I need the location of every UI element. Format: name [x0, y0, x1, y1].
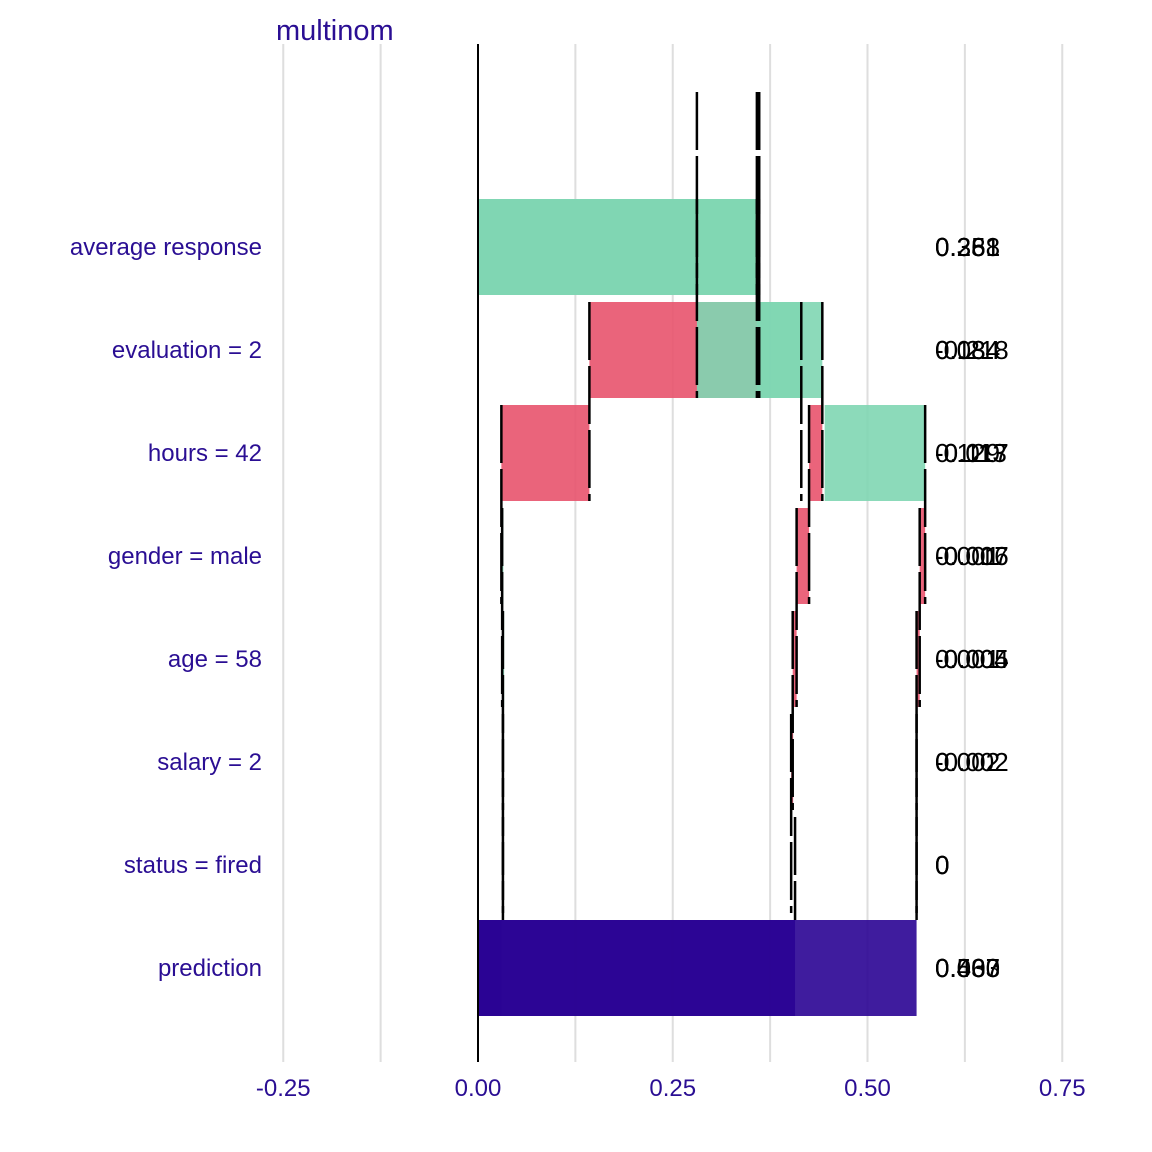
- category-label: gender = male: [108, 543, 262, 570]
- x-tick-label: -0.25: [256, 1075, 311, 1102]
- connector-lines: [500, 92, 927, 920]
- value-labels: 0.361-0.218-0.1130.0010.001000.0300.3580…: [935, 232, 1009, 983]
- value-label: 0.129: [935, 438, 1000, 468]
- value-label: 0.001: [935, 644, 1000, 674]
- value-label: -0.017: [935, 438, 1009, 468]
- value-label: 0.361: [935, 232, 1000, 262]
- value-label: 0.002: [935, 747, 1000, 777]
- bar-3-3: [919, 508, 926, 604]
- bar-3-1: [696, 302, 802, 398]
- value-label: -0.016: [935, 541, 1009, 571]
- bar-2-3: [796, 508, 810, 604]
- value-label: -0.113: [935, 438, 1007, 468]
- value-label: 0: [935, 850, 949, 880]
- category-label: salary = 2: [157, 749, 262, 776]
- value-label: -0.005: [935, 644, 1009, 674]
- bar-3-0: [478, 199, 697, 295]
- bar-1-2: [501, 405, 590, 501]
- bar-3-4: [916, 611, 920, 707]
- value-label: 0.407: [935, 953, 1000, 983]
- bar-3-7: [478, 920, 917, 1016]
- x-tick-label: 0.00: [455, 1075, 502, 1102]
- value-label: -0.007: [935, 541, 1009, 571]
- value-label: -0.218: [935, 335, 1009, 365]
- bar-2-4: [792, 611, 797, 707]
- value-label: 0: [935, 850, 949, 880]
- y-axis-labels: average response evaluation = 2 hours = 42…: [70, 234, 262, 982]
- category-label: status = fired: [124, 852, 262, 879]
- x-axis-ticks: -0.25 0.00 0.25 0.50 0.75: [256, 1075, 1086, 1102]
- category-label: average response: [70, 234, 262, 261]
- category-label: evaluation = 2: [112, 337, 262, 364]
- bar-3-2: [824, 405, 926, 501]
- value-label: 0.001: [935, 541, 1000, 571]
- x-tick-label: 0.25: [649, 1075, 696, 1102]
- x-tick-label: 0.50: [844, 1075, 891, 1102]
- value-label: 0.030: [935, 953, 1000, 983]
- value-label: 0.281: [935, 232, 1000, 262]
- value-label: 0.084: [935, 335, 1000, 365]
- category-label: prediction: [158, 955, 262, 982]
- value-label: 0.563: [935, 953, 1000, 983]
- value-label: -0.004: [935, 644, 1009, 674]
- bar-2-2: [809, 405, 823, 501]
- x-tick-label: 0.75: [1039, 1075, 1086, 1102]
- bars: [478, 199, 926, 1016]
- value-label: 0: [935, 850, 949, 880]
- value-label: 0.134: [935, 335, 1000, 365]
- value-label: 0: [935, 747, 949, 777]
- value-label: -0.002: [935, 747, 1009, 777]
- category-label: hours = 42: [148, 440, 262, 467]
- value-label: 0.358: [935, 232, 1000, 262]
- chart-title: multinom: [276, 15, 394, 47]
- category-label: age = 58: [168, 646, 262, 673]
